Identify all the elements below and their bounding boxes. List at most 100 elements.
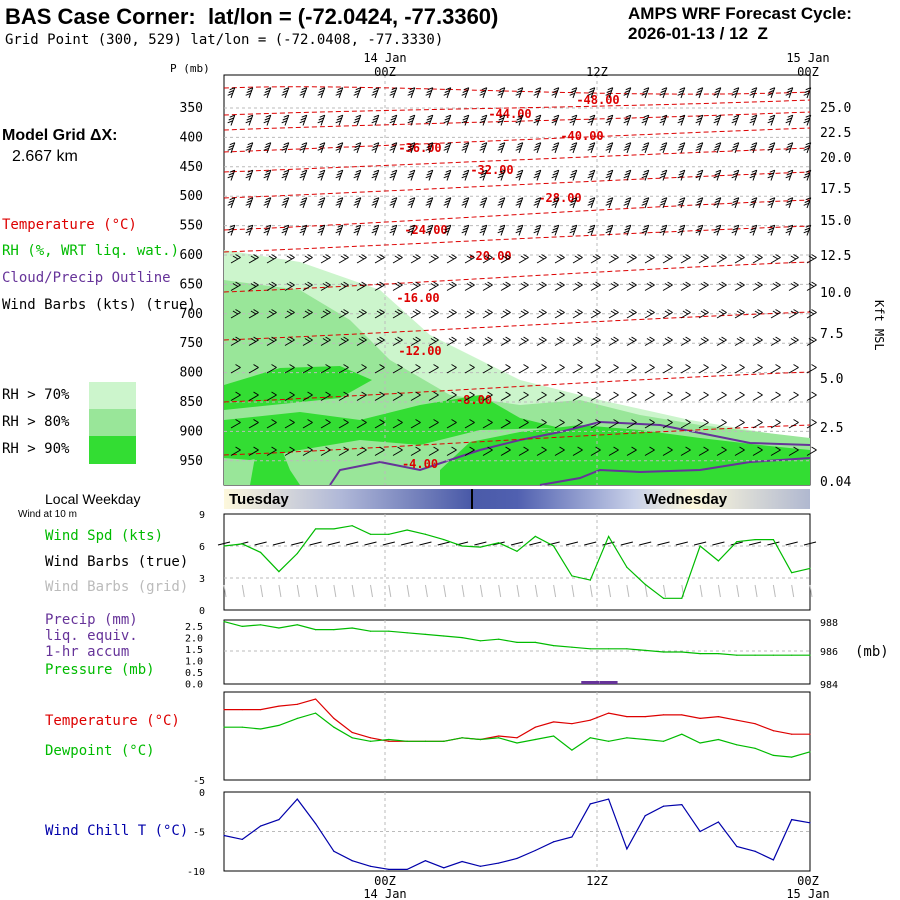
wind-barb-flag	[570, 200, 576, 203]
wind-barb-flag	[523, 364, 529, 368]
wind-barb-flag	[481, 114, 487, 118]
wind-barb-flag	[731, 92, 737, 96]
wind-barb-flag	[498, 227, 504, 231]
wind-barb-flag	[271, 336, 277, 341]
pressure-tick-label: 800	[180, 366, 203, 381]
wind-barb-staff	[590, 169, 596, 181]
wind-barb-flag	[289, 254, 295, 258]
wind-barb-flag	[607, 87, 613, 91]
surface-grid-barb	[717, 584, 721, 598]
wind-barb-flag	[757, 364, 763, 368]
wind-barb-flag	[787, 197, 793, 201]
temperature-contour	[223, 424, 811, 456]
wind-barb-staff	[806, 449, 817, 456]
wind-barb-flag	[697, 224, 703, 228]
wind-barb-staff	[680, 114, 686, 126]
wind-barb-flag	[498, 172, 504, 176]
wind-barb-staff	[482, 284, 493, 291]
wind-barb-flag	[265, 87, 271, 91]
wind-barb-flag	[649, 391, 655, 396]
wind-barb-flag	[574, 310, 581, 315]
wind-barb-flag	[253, 309, 259, 313]
wind-barb-flag	[335, 175, 341, 179]
wind-barb-flag	[372, 172, 378, 176]
wind-barb-flag	[732, 117, 738, 121]
wind-barb-staff	[680, 142, 686, 154]
wind-barb-staff	[410, 449, 421, 456]
wind-barb-flag	[785, 202, 791, 206]
wind-barb-staff	[230, 142, 236, 154]
wind-barb-flag	[613, 419, 619, 423]
dewpoint-line-point	[498, 737, 500, 739]
wind-barb-flag	[793, 281, 799, 286]
wind-barb-flag	[757, 391, 763, 396]
wind-barb-flag	[679, 224, 685, 228]
surface-grid-barb	[278, 584, 282, 598]
wind-barb-flag	[811, 281, 817, 286]
wind-barb-flag	[787, 142, 793, 146]
wind-barb-flag	[718, 338, 725, 342]
wind-barb-flag	[487, 309, 493, 313]
wind-barb-flag	[642, 227, 648, 231]
wind-barb-flag	[685, 281, 691, 286]
wind-barb-flag	[497, 92, 503, 96]
wind-barb-staff	[320, 394, 331, 401]
wind-barb-flag	[379, 391, 385, 396]
wind-barb-staff	[518, 87, 524, 99]
wind-barb-staff	[788, 114, 794, 126]
wind-barb-flag	[695, 202, 701, 206]
wind-barb-staff	[536, 339, 547, 346]
wind-barb-flag	[425, 147, 431, 151]
wind-barb-flag	[569, 147, 575, 151]
wind-barb-staff	[644, 169, 650, 181]
wind-barb-flag	[376, 310, 383, 315]
wind-barb-flag	[430, 338, 437, 342]
height-tick-label: 5.0	[820, 372, 843, 387]
top-date-label: 15 Jan	[786, 51, 829, 65]
wind-barb-flag	[595, 254, 601, 258]
wind-barb-flag	[804, 145, 810, 148]
wind-barb-flag	[703, 336, 709, 341]
dewpoint-line-point	[479, 738, 481, 741]
wind-barb-flag	[552, 90, 558, 93]
rh-70-swatch	[89, 382, 136, 409]
pressure-line-point	[681, 651, 683, 653]
wind-speed-line-point	[534, 535, 536, 538]
wind-barb-flag	[757, 336, 763, 341]
surface-wind-barb	[803, 541, 817, 546]
wind-barb-staff	[788, 169, 794, 181]
wind-barb-staff	[266, 339, 277, 346]
wind-barb-flag	[768, 200, 774, 203]
wind-barb-flag	[516, 227, 522, 231]
wind-barb-flag	[361, 281, 367, 286]
wind-barb-flag	[775, 336, 781, 341]
wind-barb-flag	[757, 254, 763, 258]
wind-barb-flag	[263, 147, 269, 151]
wind-barb-flag	[595, 419, 601, 423]
wind-barb-staff	[554, 257, 565, 264]
wind-barb-flag	[535, 197, 541, 201]
wind-barb-staff	[302, 169, 308, 181]
wind-barb-flag	[505, 254, 511, 258]
wind-barb-flag	[808, 283, 815, 287]
wind-barb-flag	[649, 364, 655, 368]
legend-wind-barbs: Wind Barbs (kts) (true)	[2, 297, 196, 313]
surface-grid-barb	[663, 584, 666, 598]
wind-barb-flag	[268, 338, 275, 342]
wind-barb-flag	[570, 117, 576, 121]
wind-barb-flag	[769, 197, 775, 201]
wind-barb-flag	[624, 90, 630, 93]
wind-barb-flag	[343, 391, 349, 396]
wind-barb-flag	[502, 338, 509, 342]
wind-barb-staff	[752, 312, 763, 319]
wind-barb-flag	[808, 338, 815, 342]
wind-speed-line-point	[754, 539, 756, 541]
wind-barb-flag	[229, 169, 235, 173]
wind-barb-staff	[662, 169, 668, 181]
wind-barb-staff	[338, 422, 349, 429]
wind-barb-flag	[245, 175, 251, 179]
wind-barb-staff	[554, 224, 560, 236]
bottom-hour-label: 00Z	[374, 874, 396, 888]
wind-barb-staff	[500, 224, 506, 236]
wind-barb-staff	[590, 257, 601, 264]
